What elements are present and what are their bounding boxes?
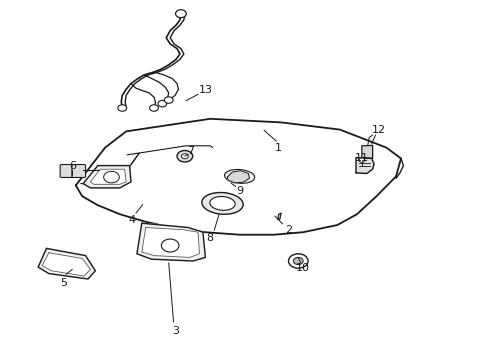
Text: 2: 2	[285, 225, 291, 235]
Polygon shape	[90, 169, 126, 184]
Polygon shape	[38, 248, 95, 279]
Circle shape	[158, 100, 166, 107]
Ellipse shape	[224, 170, 254, 183]
Circle shape	[181, 154, 188, 159]
Text: 7: 7	[187, 146, 194, 156]
FancyBboxPatch shape	[60, 165, 74, 177]
Text: 1: 1	[275, 143, 282, 153]
Ellipse shape	[202, 193, 243, 214]
Polygon shape	[227, 171, 249, 183]
Circle shape	[175, 10, 186, 18]
Text: 3: 3	[172, 326, 179, 336]
Polygon shape	[361, 145, 372, 158]
Circle shape	[103, 171, 119, 183]
Polygon shape	[83, 166, 131, 188]
Text: 4: 4	[128, 215, 135, 225]
Text: 11: 11	[354, 153, 368, 163]
Text: 8: 8	[206, 233, 213, 243]
FancyBboxPatch shape	[72, 165, 85, 177]
Ellipse shape	[209, 197, 235, 210]
Text: 12: 12	[371, 125, 385, 135]
Polygon shape	[76, 119, 400, 235]
Text: 10: 10	[296, 263, 309, 273]
Circle shape	[177, 150, 192, 162]
Text: 5: 5	[60, 278, 67, 288]
Circle shape	[149, 105, 158, 111]
Polygon shape	[142, 228, 199, 257]
Circle shape	[358, 158, 364, 162]
Circle shape	[161, 239, 179, 252]
Polygon shape	[277, 213, 281, 220]
Text: 6: 6	[69, 161, 76, 171]
Polygon shape	[355, 158, 373, 174]
Polygon shape	[137, 223, 205, 261]
Text: 9: 9	[236, 186, 243, 196]
Polygon shape	[42, 253, 90, 276]
Circle shape	[118, 105, 126, 111]
Circle shape	[293, 257, 303, 265]
Text: 13: 13	[198, 85, 212, 95]
Circle shape	[164, 97, 173, 103]
Circle shape	[288, 254, 307, 268]
